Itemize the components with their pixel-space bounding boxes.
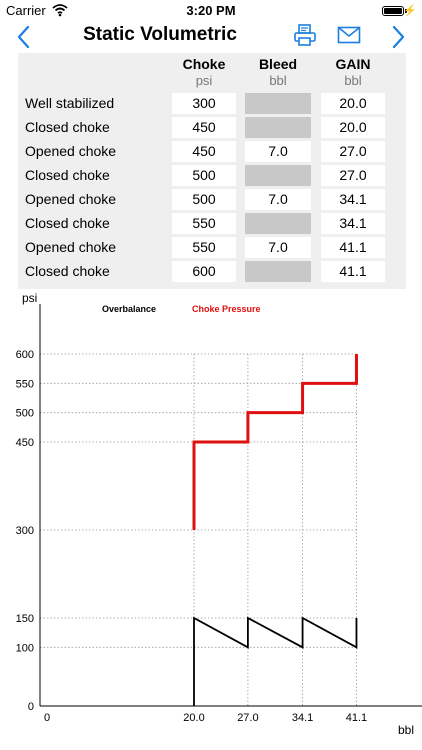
y-tick-label: 150 xyxy=(16,613,34,625)
row-label: Opened choke xyxy=(25,191,117,207)
gain-cell: 20.0 xyxy=(321,117,385,138)
series-line-overbalance xyxy=(193,616,358,706)
gain-cell: 41.1 xyxy=(321,261,385,282)
y-tick-label: 600 xyxy=(16,349,34,361)
charging-icon: ⚡ xyxy=(403,5,417,17)
x-axis-label: bbl xyxy=(398,723,414,737)
battery-icon xyxy=(382,6,404,16)
x-tick-label: 20.0 xyxy=(183,712,204,724)
choke-cell[interactable]: 450 xyxy=(172,141,236,162)
unit-bleed: bbl xyxy=(269,73,287,88)
row-label: Closed choke xyxy=(25,215,110,231)
row-label: Well stabilized xyxy=(25,95,115,111)
bleed-cell-disabled xyxy=(245,165,311,186)
bleed-cell-disabled xyxy=(245,93,311,114)
gain-cell: 41.1 xyxy=(321,237,385,258)
bleed-cell[interactable]: 7.0 xyxy=(245,189,311,210)
header-bleed: Bleed xyxy=(258,56,298,72)
choke-cell[interactable]: 500 xyxy=(172,165,236,186)
choke-cell[interactable]: 450 xyxy=(172,117,236,138)
gain-cell: 20.0 xyxy=(321,93,385,114)
row-label: Closed choke xyxy=(25,263,110,279)
y-tick-label: 100 xyxy=(16,642,34,654)
series-line-choke-pressure xyxy=(192,354,358,530)
choke-cell[interactable]: 550 xyxy=(172,213,236,234)
series-layer xyxy=(192,354,358,706)
unit-gain: bbl xyxy=(344,73,362,88)
print-icon[interactable] xyxy=(293,23,317,47)
mail-icon[interactable] xyxy=(337,26,361,44)
x-tick-label: 27.0 xyxy=(237,712,258,724)
row-label: Closed choke xyxy=(25,119,110,135)
bleed-cell[interactable]: 7.0 xyxy=(245,237,311,258)
gain-cell: 27.0 xyxy=(321,165,385,186)
row-label: Closed choke xyxy=(25,167,110,183)
gain-cell: 34.1 xyxy=(321,189,385,210)
choke-cell[interactable]: 500 xyxy=(172,189,236,210)
choke-cell[interactable]: 300 xyxy=(172,93,236,114)
battery-tip xyxy=(405,9,407,13)
x-tick-label: 34.1 xyxy=(292,712,313,724)
x-tick-label: 41.1 xyxy=(346,712,367,724)
axis-layer xyxy=(39,304,422,707)
status-time: 3:20 PM xyxy=(186,3,236,18)
y-tick-label: 550 xyxy=(16,378,34,390)
bleed-cell-disabled xyxy=(245,117,311,138)
y-tick-label: 500 xyxy=(16,408,34,420)
back-chevron-icon[interactable] xyxy=(16,25,32,49)
gain-cell: 27.0 xyxy=(321,141,385,162)
header-gain: GAIN xyxy=(335,56,371,72)
carrier-label: Carrier xyxy=(6,3,46,18)
x-tick-label: 0 xyxy=(44,712,50,724)
tick-labels: 0 100 150 300 450 500 550 600 0 20.0 27.0 34.1 41.1 xyxy=(16,349,368,724)
header-choke: Choke xyxy=(182,56,226,72)
row-label: Opened choke xyxy=(25,143,117,159)
bleed-cell-disabled xyxy=(245,213,311,234)
y-tick-label: 300 xyxy=(16,525,34,537)
bleed-cell-disabled xyxy=(245,261,311,282)
y-tick-label: 0 xyxy=(28,701,34,713)
wifi-icon xyxy=(52,4,68,17)
row-label: Opened choke xyxy=(25,239,117,255)
bleed-cell[interactable]: 7.0 xyxy=(245,141,311,162)
data-table: Choke Bleed GAIN psi bbl bbl Well stabil… xyxy=(18,53,406,289)
legend: Overbalance Choke Pressure xyxy=(102,304,261,314)
y-axis-label: psi xyxy=(22,291,37,305)
legend-entry: Overbalance xyxy=(102,304,156,314)
unit-choke: psi xyxy=(195,73,213,88)
forward-chevron-icon[interactable] xyxy=(390,25,406,49)
navbar: Static Volumetric xyxy=(0,22,422,52)
legend-entry: Choke Pressure xyxy=(192,304,261,314)
choke-cell[interactable]: 600 xyxy=(172,261,236,282)
status-bar: Carrier 3:20 PM ⚡ xyxy=(0,0,422,22)
grid-layer xyxy=(40,353,358,706)
y-tick-label: 450 xyxy=(16,437,34,449)
page-title: Static Volumetric xyxy=(83,24,237,45)
choke-cell[interactable]: 550 xyxy=(172,237,236,258)
gain-cell: 34.1 xyxy=(321,213,385,234)
